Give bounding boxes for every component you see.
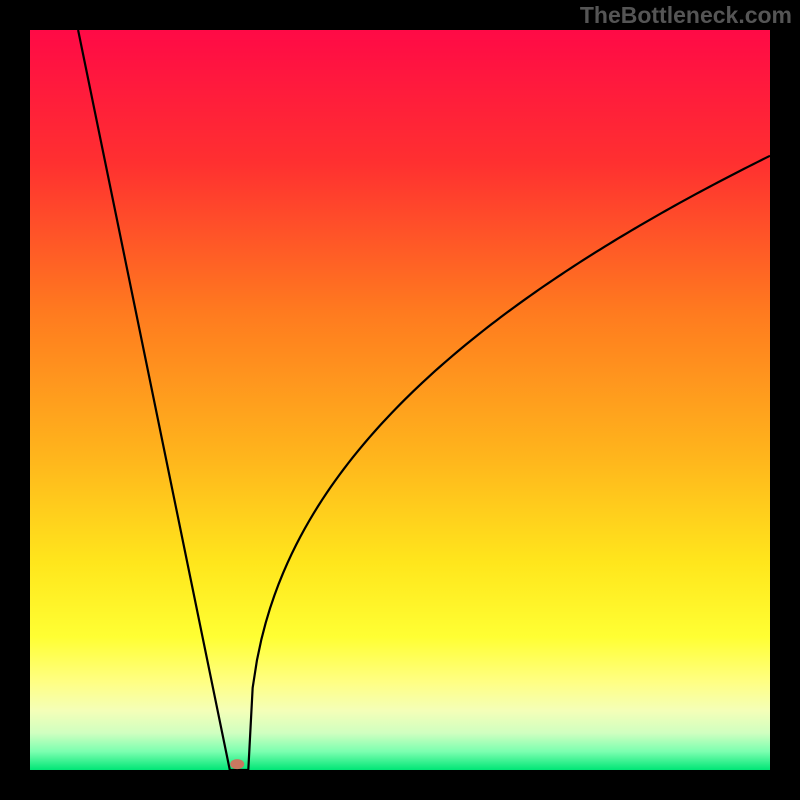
chart-container: TheBottleneck.com — [0, 0, 800, 800]
watermark-text: TheBottleneck.com — [580, 2, 792, 29]
plot-background — [30, 30, 770, 770]
bottleneck-chart — [0, 0, 800, 800]
optimum-marker — [230, 759, 244, 769]
